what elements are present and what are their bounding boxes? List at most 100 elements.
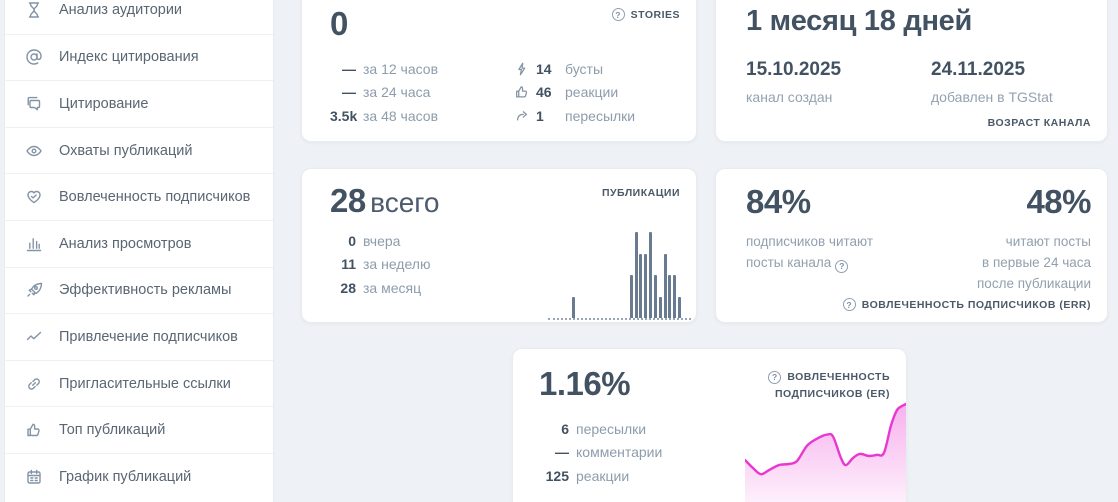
publications-mini-chart	[548, 230, 691, 320]
stories-time-stats: — за 12 часов — за 24 часа 3.5k за 48 ча…	[330, 57, 438, 128]
question-circle-icon[interactable]	[611, 8, 625, 21]
sidebar-item-label: Эффективность рекламы	[59, 282, 232, 299]
stat-value: —	[555, 444, 569, 461]
sidebar-item-invite-links[interactable]: Пригласительные ссылки	[5, 359, 273, 407]
stat-label: реакции	[565, 84, 619, 101]
stat-label: за 24 часа	[363, 84, 431, 101]
thumbs-up-icon	[25, 421, 43, 439]
err-card-label: ВОВЛЕЧЕННОСТЬ ПОДПИСЧИКОВ (ERR)	[842, 298, 1091, 311]
sidebar-item-label: Привлечение подписчиков	[59, 328, 238, 345]
stat-row: 3.5k за 48 часов	[330, 104, 438, 128]
err-right-block: 48% читают посты в первые 24 часа после …	[977, 183, 1092, 295]
sidebar-item-label: График публикаций	[59, 468, 192, 485]
publications-total-value: 28	[330, 182, 366, 219]
sidebar-item-label: Цитирование	[59, 95, 149, 112]
stat-value: 11	[341, 256, 356, 273]
calendar-icon	[25, 468, 43, 486]
sidebar-item-label: Топ публикаций	[59, 422, 166, 439]
at-sign-icon	[25, 48, 43, 66]
stat-value: —	[342, 60, 356, 77]
er-card: 1.16% ВОВЛЕЧЕННОСТЬ ПОДПИСЧИКОВ (ER) 6 п…	[512, 348, 907, 502]
stat-label: за 12 часов	[363, 60, 439, 77]
err-percent: 84%	[746, 183, 811, 220]
er-mini-chart	[745, 401, 906, 502]
stat-row: — за 12 часов	[330, 57, 438, 81]
er-card-label: ВОВЛЕЧЕННОСТЬ ПОДПИСЧИКОВ (ER)	[768, 369, 890, 403]
forward-icon	[514, 108, 530, 124]
stat-label: за месяц	[363, 279, 422, 296]
sidebar-item-label: Индекс цитирования	[59, 49, 199, 66]
err24-percent: 48%	[1026, 183, 1091, 220]
stories-reaction-stats: 14 бусты 46 реакции 1 пересылки	[514, 57, 635, 128]
stat-value: 0	[348, 232, 356, 249]
sidebar-item-subscriber-acquisition[interactable]: Привлечение подписчиков	[5, 313, 273, 360]
channel-added-label: добавлен в TGStat	[931, 89, 1053, 105]
stat-row: 6 пересылки	[539, 417, 662, 441]
bar-chart-icon	[25, 235, 43, 253]
stat-row: 0 вчера	[330, 229, 430, 253]
sidebar-item-citation[interactable]: Цитирование	[5, 80, 273, 127]
hourglass-icon	[25, 1, 43, 19]
sidebar-item-label: Охваты публикаций	[59, 142, 193, 159]
trend-line-icon	[25, 328, 43, 346]
question-circle-icon[interactable]	[842, 298, 856, 311]
stat-row: 125 реакции	[539, 464, 662, 488]
sidebar-item-post-schedule[interactable]: График публикаций	[5, 452, 273, 500]
sidebar-item-ad-effectiveness[interactable]: Эффективность рекламы	[5, 266, 273, 314]
stat-value: —	[342, 84, 356, 101]
sidebar-item-audience-analysis[interactable]: Анализ аудитории	[5, 0, 273, 34]
stat-value: 125	[545, 467, 569, 484]
sidebar-item-label: Анализ аудитории	[59, 2, 183, 19]
stat-row: 28 за месяц	[330, 276, 430, 300]
chat-quote-icon	[25, 95, 43, 113]
question-circle-icon[interactable]	[768, 370, 782, 384]
sidebar-item-label: Вовлеченность подписчиков	[59, 189, 251, 206]
heart-icon	[25, 188, 43, 206]
er-percent: 1.16%	[539, 365, 631, 402]
sidebar-item-top-posts[interactable]: Топ публикаций	[5, 406, 273, 453]
channel-created-date: 15.10.2025	[746, 59, 842, 80]
sidebar-item-citation-index[interactable]: Индекс цитирования	[5, 33, 273, 81]
stat-row: 11 за неделю	[330, 253, 430, 277]
channel-created-label: канал создан	[746, 89, 833, 105]
stat-value: 46	[536, 84, 552, 101]
stat-value: 3.5k	[330, 107, 358, 124]
thumbs-up-icon	[514, 84, 530, 100]
stories-card-label: STORIES	[611, 8, 680, 21]
stat-row: 46 реакции	[514, 81, 635, 105]
channel-age-value: 1 месяц 18 дней	[746, 5, 973, 37]
stat-row: 14 бусты	[514, 57, 635, 81]
stat-value: 14	[536, 60, 552, 77]
err-right-caption: читают посты в первые 24 часа после публ…	[977, 234, 1091, 291]
stat-label: за неделю	[363, 256, 431, 273]
channel-age-card: 1 месяц 18 дней 15.10.2025 канал создан …	[715, 0, 1108, 142]
stat-value: 6	[561, 420, 569, 437]
publications-card: 28 всего ПУБЛИКАЦИИ 0 вчера 11 за неделю…	[301, 168, 697, 323]
err-card: 84% подписчиков читают посты канала 48% …	[715, 168, 1108, 323]
publications-stats: 0 вчера 11 за неделю 28 за месяц	[330, 229, 430, 300]
sidebar-item-subscriber-engagement[interactable]: Вовлеченность подписчиков	[5, 173, 273, 220]
stat-row: — за 24 часа	[330, 81, 438, 105]
stat-label: пересылки	[565, 107, 636, 124]
stat-row: — комментарии	[539, 441, 662, 465]
sidebar-item-views-analysis[interactable]: Анализ просмотров	[5, 219, 273, 267]
stat-value: 1	[536, 107, 544, 124]
stories-count: 0	[330, 5, 348, 42]
sidebar-item-post-reach[interactable]: Охваты публикаций	[5, 126, 273, 174]
channel-created-block: 15.10.2025 канал создан	[746, 59, 841, 105]
err-left-block: 84% подписчиков читают посты канала	[746, 185, 873, 274]
er-stats: 6 пересылки — комментарии 125 реакции	[539, 417, 663, 488]
publications-total: 28 всего	[330, 184, 439, 219]
stat-label: комментарии	[576, 444, 663, 461]
rocket-icon	[25, 281, 43, 299]
stat-row: 1 пересылки	[514, 104, 635, 128]
channel-added-block: 24.11.2025 добавлен в TGStat	[931, 59, 1053, 105]
stat-label: за 48 часов	[363, 107, 439, 124]
question-circle-icon[interactable]	[835, 260, 849, 273]
link-icon	[25, 375, 43, 393]
publications-total-suffix: всего	[370, 187, 440, 218]
eye-icon	[25, 142, 43, 160]
channel-age-card-label: ВОЗРАСТ КАНАЛА	[987, 117, 1091, 129]
stat-value: 28	[340, 279, 356, 296]
